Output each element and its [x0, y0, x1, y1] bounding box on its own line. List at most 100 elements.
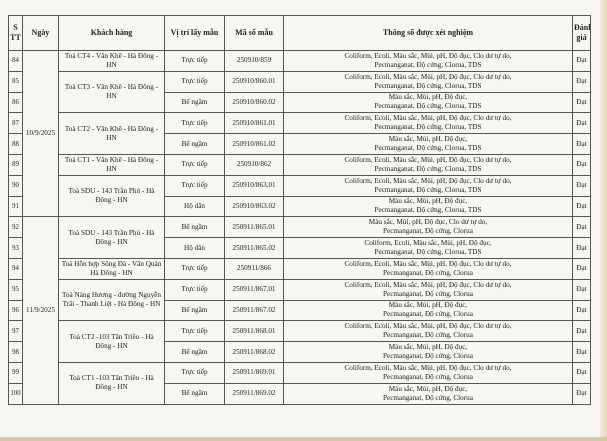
location-cell: Hộ dân — [164, 237, 225, 259]
params-line: Pecmanganat, Độ cứng, Clorua — [383, 310, 473, 319]
table-row: 99 Toà CT1 -103 Tân Triều - Hà Đông - HN Tr… — [8, 361, 591, 405]
params-line: Coliform, Ecoli, Màu sắc, Mùi, pH, Độ đụ… — [344, 176, 512, 185]
result-cell: Đạt — [572, 237, 591, 259]
params-line: Coliform, Ecoli, Màu sắc, Mùi, pH, Độ đụ… — [344, 51, 512, 60]
location-cell: Trực tiếp — [164, 320, 225, 343]
location-cell: Trực tiếp — [164, 278, 225, 301]
params-line: Pecmanganat, Độ cứng, Clorua — [383, 393, 473, 402]
table-row: 94 Toà Hỗn hợp Sông Đà - Văn Quán Hà Đông … — [8, 257, 591, 280]
params-cell: Coliform, Ecoli, Màu sắc, Mùi, pH, Độ đụ… — [283, 320, 573, 343]
stt-cell: 95 — [8, 278, 23, 301]
sample-code-cell: 250911/867.01 — [224, 278, 284, 301]
location-cell: Trực tiếp — [164, 153, 225, 176]
customer-line: Toà CT4 - Văn Khê - Hà Đông - — [64, 51, 159, 60]
location-cell: Bể ngầm — [164, 91, 225, 114]
stt-cell: 86 — [8, 91, 23, 114]
stt-cell: 100 — [8, 382, 23, 405]
customer-line: Trãi - Thanh Liệt - Hà Đông - HN — [62, 300, 161, 309]
header-row: S TT Ngày Khách hàng Vị trí lấy mẫu Mã s… — [8, 15, 591, 51]
params-line: Coliform, Ecoli, Màu sắc, Mùi, pH, Độ đụ… — [344, 114, 512, 123]
params-line: Coliform, Ecoli, Màu sắc, Mùi, pH, Độ đụ… — [344, 363, 512, 372]
result-cell: Đạt — [572, 299, 591, 322]
stt-cell: 85 — [8, 70, 23, 93]
sample-code-cell: 250911/869.02 — [224, 382, 284, 405]
params-line: Pecmanganat, Độ cứng, Clorua, TDS — [374, 248, 482, 257]
result-cell: Đạt — [572, 133, 591, 155]
header-date: Ngày — [22, 15, 59, 51]
params-cell: Màu sắc, Mùi, pH, Độ đục, Pecmanganat, Độ… — [283, 195, 573, 218]
stt-cell: 88 — [8, 133, 23, 155]
sample-code-cell: 250911/866 — [224, 257, 284, 280]
customer-line: Hà Đông - HN — [90, 268, 133, 277]
params-line: Pecmanganat, Độ cứng, Clorua — [383, 227, 473, 236]
customer-line: HN — [106, 133, 117, 142]
result-cell: Đạt — [572, 174, 591, 197]
location-cell: Bể ngầm — [164, 299, 225, 322]
params-line: Pecmanganat, Độ cứng, Clorua, TDS — [374, 206, 482, 215]
params-cell: Màu sắc, Mùi, pH, Độ đục, Pecmanganat, Độ… — [283, 382, 573, 405]
stt-cell: 94 — [8, 257, 23, 280]
location-cell: Trực tiếp — [164, 50, 225, 72]
table-row: 87 Toà CT2 - Văn Khê - Hà Đông - HN Trực ti… — [8, 112, 591, 155]
params-cell: Màu sắc, Mùi, pH, Độ đục, Pecmanganat, Độ… — [283, 91, 573, 114]
table-row: 90 Toà SDU - 143 Trần Phú - Hà Đông - HN Tr… — [8, 174, 591, 218]
stt-cell: 89 — [8, 153, 23, 176]
customer-cell: Toà SDU - 143 Trần Phú - Hà Đông - HN — [58, 216, 165, 259]
customer-cell: Toà CT3 - Văn Khê - Hà Đông - HN — [58, 70, 165, 114]
result-cell: Đạt — [572, 341, 591, 363]
customer-line: Toà CT1 - Văn Khê - Hà Đông - — [64, 155, 159, 164]
result-cell: Đạt — [572, 361, 591, 384]
sample-code-cell: 250910/862 — [224, 153, 284, 176]
params-line: Màu sắc, Mùi, pH, Độ đục, — [388, 343, 468, 352]
customer-line: Đông - HN — [95, 196, 128, 205]
table-row: 95 Toà Nàng Hương - đường Nguyễn Trãi - Th… — [8, 278, 591, 322]
stt-cell: 97 — [8, 320, 23, 343]
params-line: Coliform, Ecoli, Màu sắc, Mùi, pH, Độ đụ… — [344, 322, 512, 331]
customer-line: Toà Nàng Hương - đường Nguyễn — [62, 291, 161, 300]
params-cell: Màu sắc, Mùi, pH, Độ đục, Pecmanganat, Độ… — [283, 341, 573, 363]
sample-code-cell: 250910/860.01 — [224, 70, 284, 93]
customer-line: Toà CT1 -103 Tân Triều - Hà — [69, 374, 154, 383]
header-location: Vị trí lấy mẫu — [164, 15, 225, 51]
page-bottom-edge — [0, 437, 607, 441]
params-cell: Coliform, Ecoli, Màu sắc, Mùi, pH, Độ đụ… — [283, 278, 573, 301]
customer-line: Đông - HN — [95, 341, 128, 350]
stt-cell: 98 — [8, 341, 23, 363]
params-line: Coliform, Ecoli, Màu sắc, Mùi, pH, Độ đụ… — [344, 280, 512, 289]
table-row: 92 11/9/2025 Toà SDU - 143 Trần Phú - Hà Đô… — [8, 216, 591, 405]
customer-line: Toà CT3 - Văn Khê - Hà Đông - — [64, 83, 159, 92]
date-cell: 10/9/2025 — [22, 49, 59, 218]
customer-line: Đông - HN — [95, 237, 128, 246]
result-cell: Đạt — [572, 195, 591, 218]
params-line: Pecmanganat, Độ cứng, Clorua, TDS — [374, 60, 482, 69]
result-cell: Đạt — [572, 112, 591, 135]
sample-code-cell: 250910/860.02 — [224, 91, 284, 114]
location-cell: Trực tiếp — [164, 112, 225, 135]
result-cell: Đạt — [572, 50, 591, 72]
result-cell: Đạt — [572, 216, 591, 239]
sample-code-cell: 250910/863.01 — [224, 174, 284, 197]
sample-code-cell: 250911/869.01 — [224, 361, 284, 384]
customer-cell: Toà Hỗn hợp Sông Đà - Văn Quán Hà Đông - … — [58, 257, 165, 280]
customer-line: Đông - HN — [95, 383, 128, 392]
location-cell: Trực tiếp — [164, 361, 225, 384]
params-line: Màu sắc, Mùi, pH, Độ đục, Clo dư tự do, — [368, 218, 488, 227]
location-cell: Trực tiếp — [164, 257, 225, 280]
params-line: Màu sắc, Mùi, pH, Độ đục, — [388, 93, 468, 102]
params-line: Màu sắc, Mùi, pH, Độ đục, — [388, 135, 468, 144]
table-row: 98 Bể ngầm 250911/868.02 Màu sắc, Mùi, pH, … — [8, 341, 591, 363]
params-cell: Màu sắc, Mùi, pH, Độ đục, Pecmanganat, Độ… — [283, 133, 573, 155]
params-cell: Coliform, Ecoli, Màu sắc, Mùi, pH, Độ đụ… — [283, 153, 573, 176]
params-line: Pecmanganat, Độ cứng, Clorua, TDS — [374, 102, 482, 111]
sample-code-cell: 250910/861.02 — [224, 133, 284, 155]
params-line: Màu sắc, Mùi, pH, Độ đục, — [388, 384, 468, 393]
stt-cell: 90 — [8, 174, 23, 197]
table-row: 97 Toà CT2 -103 Tân Triều - Hà Đông - HN Tr… — [8, 320, 591, 363]
params-line: Màu sắc, Mùi, pH, Độ đục, — [388, 197, 468, 206]
customer-cell: Toà CT1 -103 Tân Triều - Hà Đông - HN — [58, 361, 165, 405]
sample-code-cell: 250911/865.01 — [224, 216, 284, 239]
result-cell: Đạt — [572, 320, 591, 343]
table-row: 93 Hộ dân 250911/865.02 Coliform, Ecoli, Mà… — [8, 237, 591, 259]
customer-line: Toà CT2 - Văn Khê - Hà Đông - — [64, 124, 159, 133]
table-row: 84 10/9/2025 Toà CT4 - Văn Khê - Hà Đông -… — [8, 49, 591, 218]
